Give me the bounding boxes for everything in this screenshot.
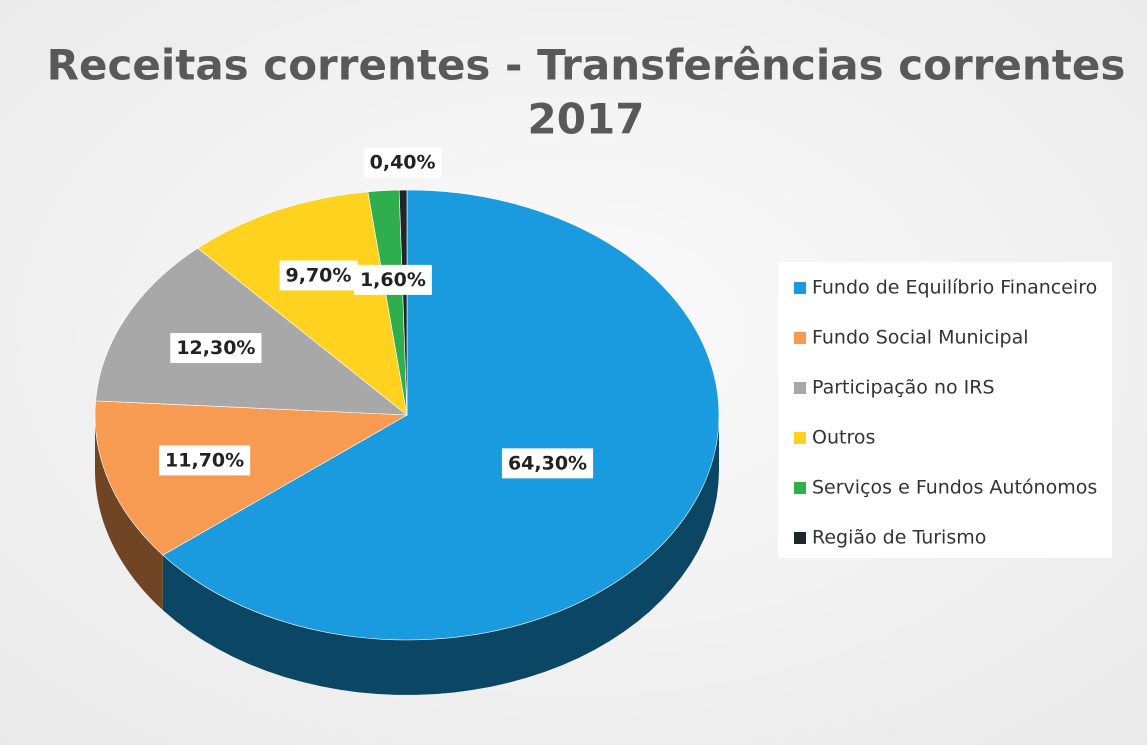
- data-label: 1,60%: [360, 269, 426, 291]
- slice: [197, 191, 408, 416]
- data-label-box: [363, 147, 442, 178]
- slice: [95, 247, 408, 416]
- slice-side: [162, 415, 720, 695]
- legend-swatch: [794, 332, 806, 344]
- legend-label: Fundo de Equilíbrio Financeiro: [812, 277, 1097, 299]
- legend-swatch: [794, 482, 806, 494]
- slice-side: [95, 415, 163, 611]
- legend-swatch: [794, 432, 806, 444]
- slice: [398, 189, 408, 416]
- legend-swatch: [794, 382, 806, 394]
- data-label-box: [353, 264, 432, 295]
- legend-box: [778, 262, 1112, 558]
- legend-swatch: [794, 532, 806, 544]
- data-label: 0,40%: [370, 152, 436, 174]
- slice: [94, 400, 409, 556]
- legend-label: Região de Turismo: [812, 527, 986, 549]
- legend-label: Fundo Social Municipal: [812, 327, 1029, 349]
- slice: [162, 189, 720, 641]
- data-label-box: [170, 333, 262, 364]
- data-label-box: [501, 448, 594, 479]
- chart-title: Receitas correntes - Transferências corr…: [47, 41, 1126, 90]
- legend-label: Outros: [812, 427, 875, 449]
- data-label: 64,30%: [508, 452, 587, 474]
- legend-label: Participação no IRS: [812, 377, 995, 399]
- data-label-box: [159, 445, 251, 476]
- data-label: 12,30%: [176, 337, 255, 359]
- data-label: 11,70%: [165, 449, 244, 471]
- legend-label: Serviços e Fundos Autónomos: [812, 477, 1097, 499]
- data-label-box: [279, 260, 358, 291]
- chart-subtitle: 2017: [528, 95, 645, 144]
- legend-swatch: [794, 282, 806, 294]
- data-label: 9,70%: [286, 264, 352, 286]
